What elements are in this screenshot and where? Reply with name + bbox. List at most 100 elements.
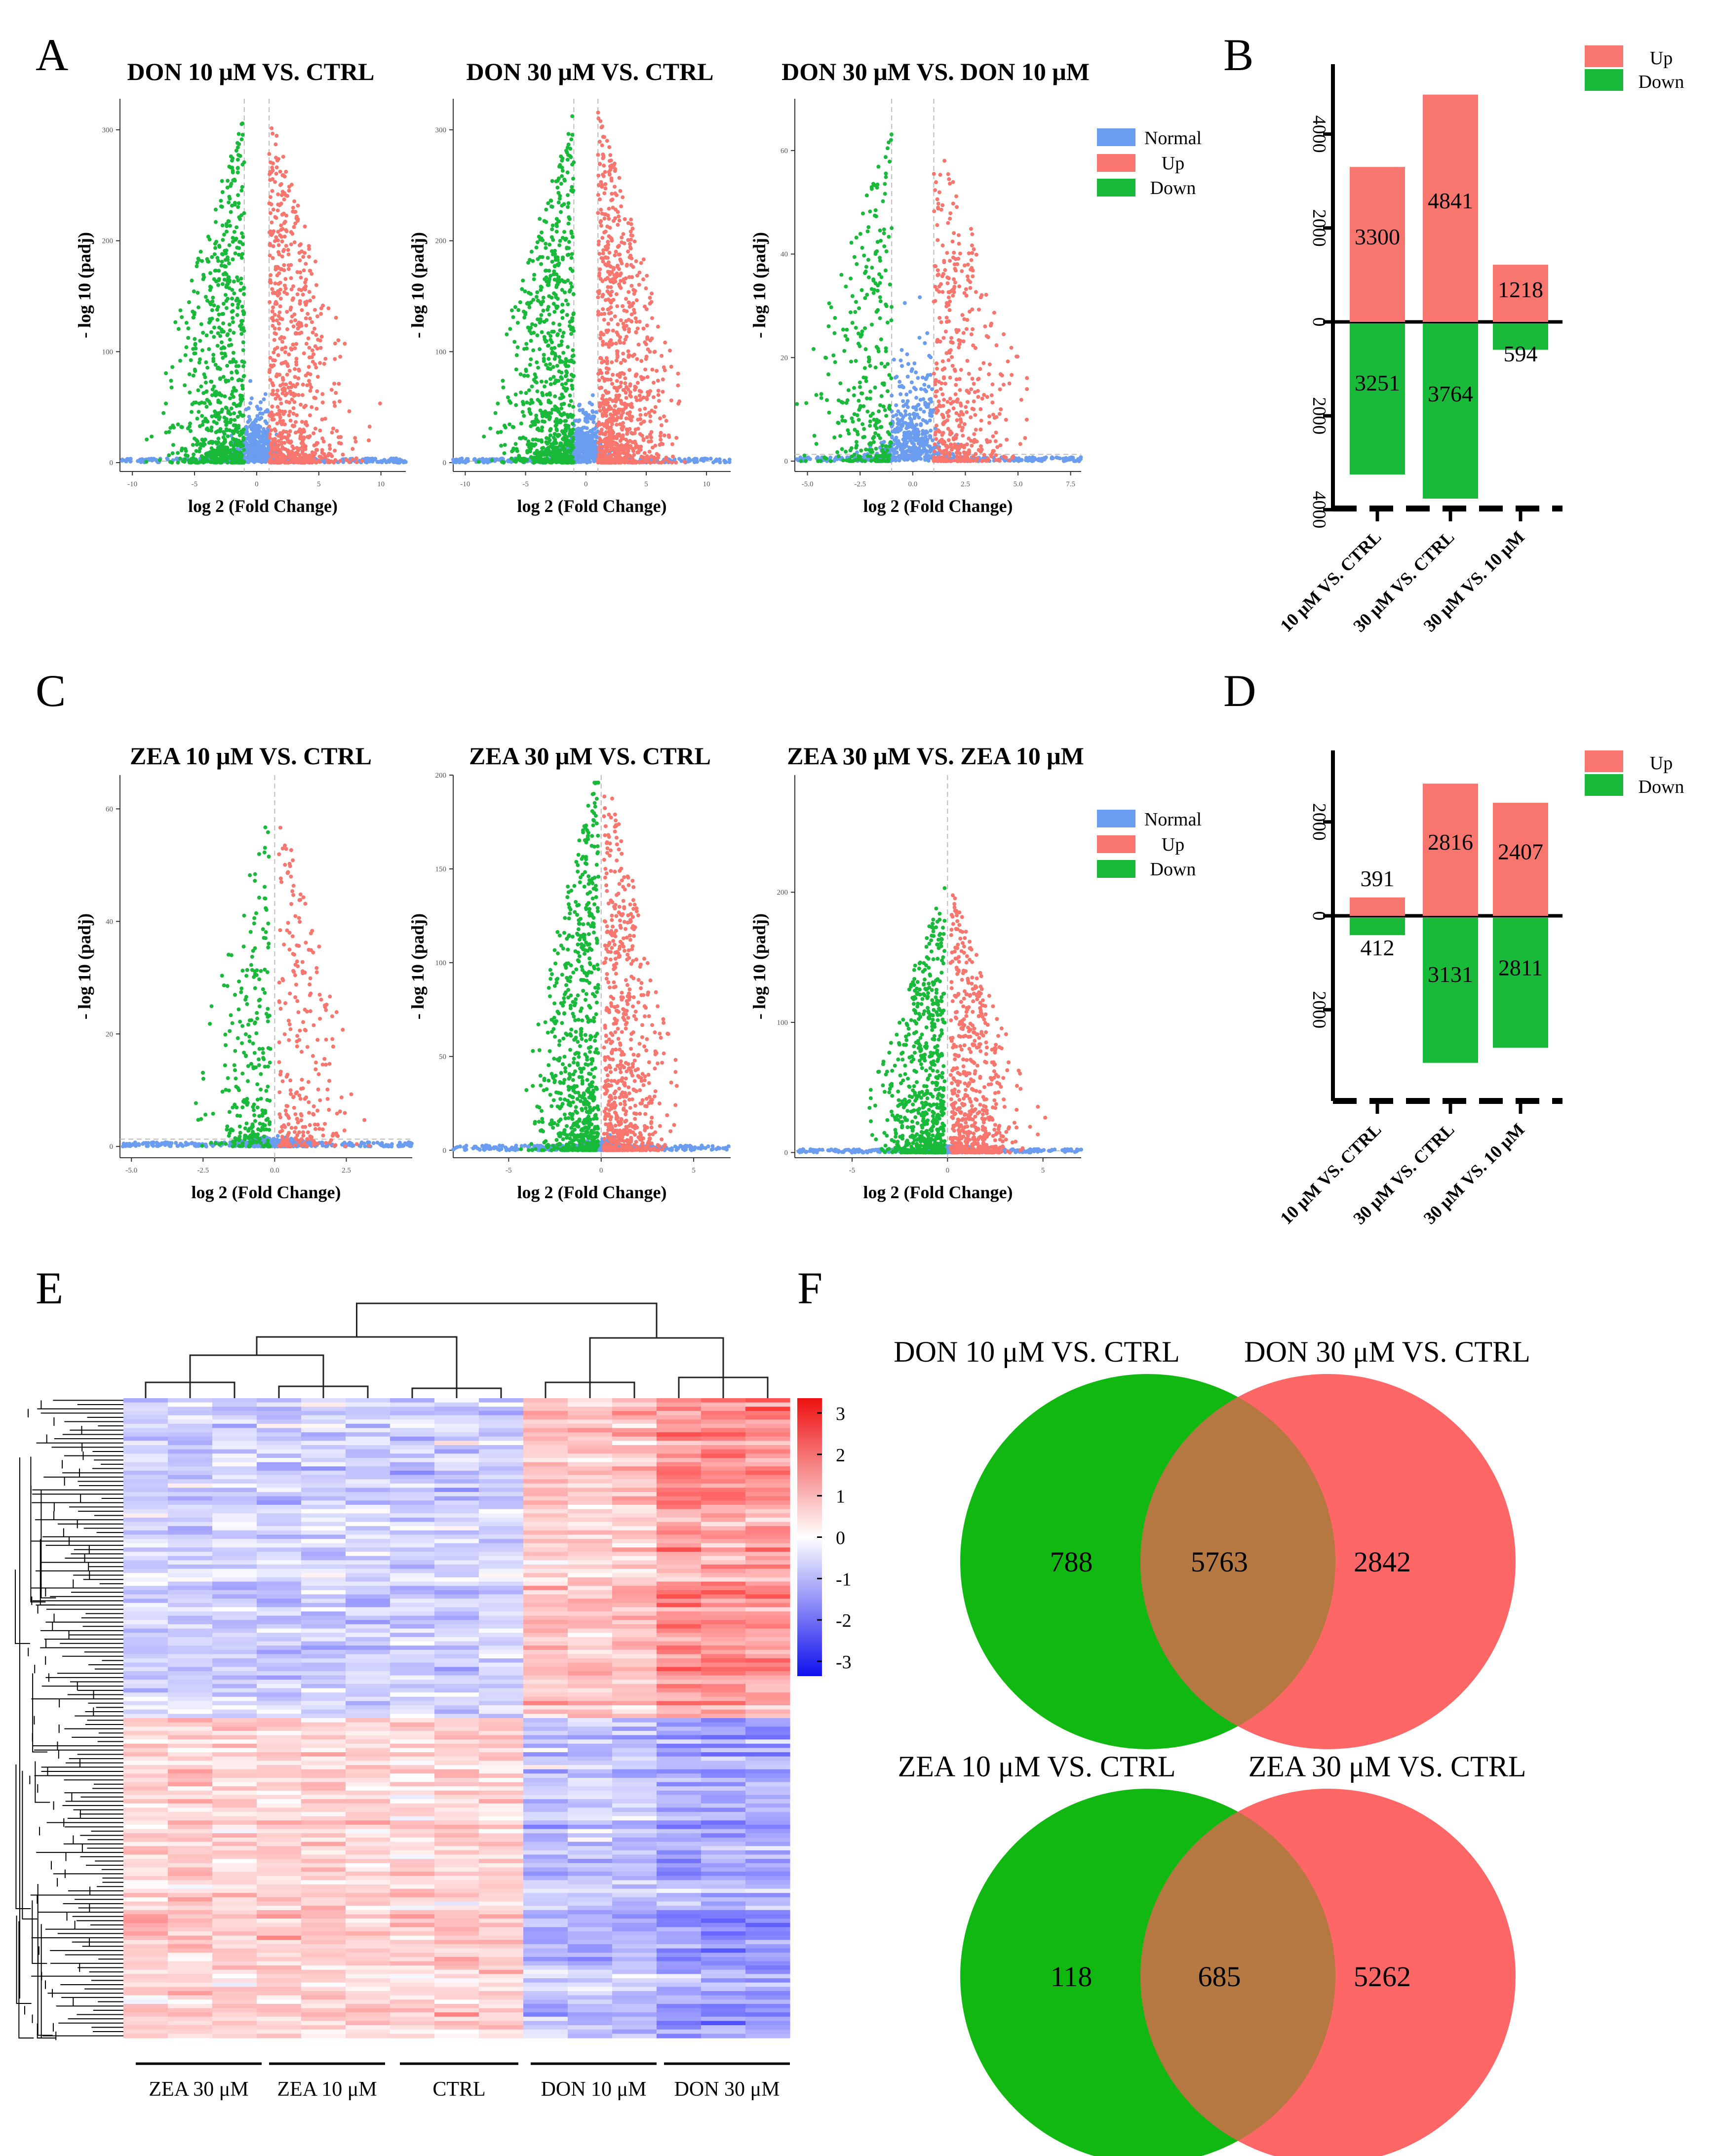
point-down	[511, 425, 515, 430]
point-up	[278, 431, 282, 435]
point-up	[276, 321, 281, 326]
point-up	[645, 335, 650, 340]
point-down	[551, 321, 555, 325]
point-normal	[913, 387, 918, 392]
point-up	[304, 323, 309, 328]
point-up	[627, 417, 632, 421]
x-tick-label: 10	[703, 480, 710, 488]
point-up	[676, 383, 680, 388]
point-down	[241, 235, 245, 239]
point-down	[164, 401, 168, 406]
point-up	[285, 392, 289, 396]
point-down	[515, 449, 519, 453]
point-up	[597, 197, 602, 201]
point-up	[602, 163, 606, 168]
point-up	[611, 373, 615, 377]
point-up	[288, 381, 292, 385]
point-up	[619, 361, 623, 365]
point-down	[209, 330, 213, 334]
point-normal	[594, 410, 598, 414]
point-down	[195, 291, 200, 295]
point-up	[626, 249, 630, 254]
point-up	[271, 244, 275, 248]
point-down	[242, 329, 246, 333]
point-up	[353, 439, 358, 444]
point-up	[611, 298, 616, 302]
point-up	[271, 392, 275, 396]
x-tick-label: 0	[255, 480, 259, 488]
point-up	[299, 402, 303, 407]
point-up	[283, 345, 288, 350]
point-down	[231, 351, 235, 355]
point-normal	[693, 458, 698, 463]
point-down	[216, 429, 220, 433]
point-down	[546, 459, 550, 464]
point-up	[619, 380, 624, 385]
point-up	[307, 346, 312, 350]
y-tick-label: 100	[102, 348, 114, 356]
point-up	[607, 172, 612, 177]
point-up	[298, 299, 302, 303]
point-up	[315, 314, 319, 318]
point-down	[539, 288, 543, 292]
point-up	[670, 442, 674, 446]
point-up	[596, 211, 600, 215]
point-down	[562, 401, 566, 406]
point-down	[194, 460, 198, 465]
point-normal	[910, 422, 914, 427]
point-down	[202, 401, 207, 405]
point-up	[638, 408, 642, 412]
point-down	[532, 331, 536, 335]
point-up	[318, 338, 322, 343]
point-up	[299, 456, 304, 461]
y-axis-label: - log 10 (padj)	[408, 232, 428, 338]
point-up	[319, 334, 324, 339]
point-down	[234, 225, 239, 230]
point-up	[633, 427, 638, 431]
point-up	[285, 292, 289, 296]
point-up	[609, 178, 614, 183]
point-up	[279, 436, 284, 441]
point-down	[170, 365, 175, 369]
point-down	[546, 256, 550, 260]
point-up	[607, 449, 612, 453]
point-down	[228, 184, 233, 188]
point-down	[482, 434, 486, 439]
point-up	[612, 386, 617, 390]
point-down	[566, 278, 570, 283]
point-up	[649, 435, 653, 440]
point-up	[312, 453, 316, 457]
point-down	[558, 420, 563, 425]
point-down	[534, 437, 538, 442]
point-up	[609, 305, 613, 310]
point-down	[176, 327, 181, 331]
point-down	[229, 165, 233, 170]
point-up	[268, 435, 272, 440]
point-down	[554, 454, 559, 458]
point-up	[642, 451, 647, 455]
point-up	[625, 455, 629, 460]
point-up	[655, 369, 659, 373]
point-up	[312, 431, 316, 435]
point-up	[294, 360, 299, 364]
point-down	[202, 459, 206, 464]
point-down	[560, 382, 564, 387]
point-up	[602, 230, 607, 235]
point-up	[274, 133, 279, 138]
point-up	[321, 303, 325, 308]
point-up	[596, 452, 601, 457]
point-up	[323, 417, 327, 421]
point-up	[601, 155, 606, 159]
point-down	[235, 166, 240, 170]
point-normal	[910, 441, 914, 445]
point-up	[283, 460, 287, 465]
point-down	[558, 328, 562, 333]
point-up	[597, 447, 601, 451]
point-normal	[922, 383, 927, 387]
point-up	[304, 420, 308, 424]
point-up	[280, 391, 285, 395]
point-normal	[919, 387, 923, 392]
point-up	[609, 317, 614, 322]
point-up	[282, 263, 286, 267]
point-up	[273, 396, 278, 401]
